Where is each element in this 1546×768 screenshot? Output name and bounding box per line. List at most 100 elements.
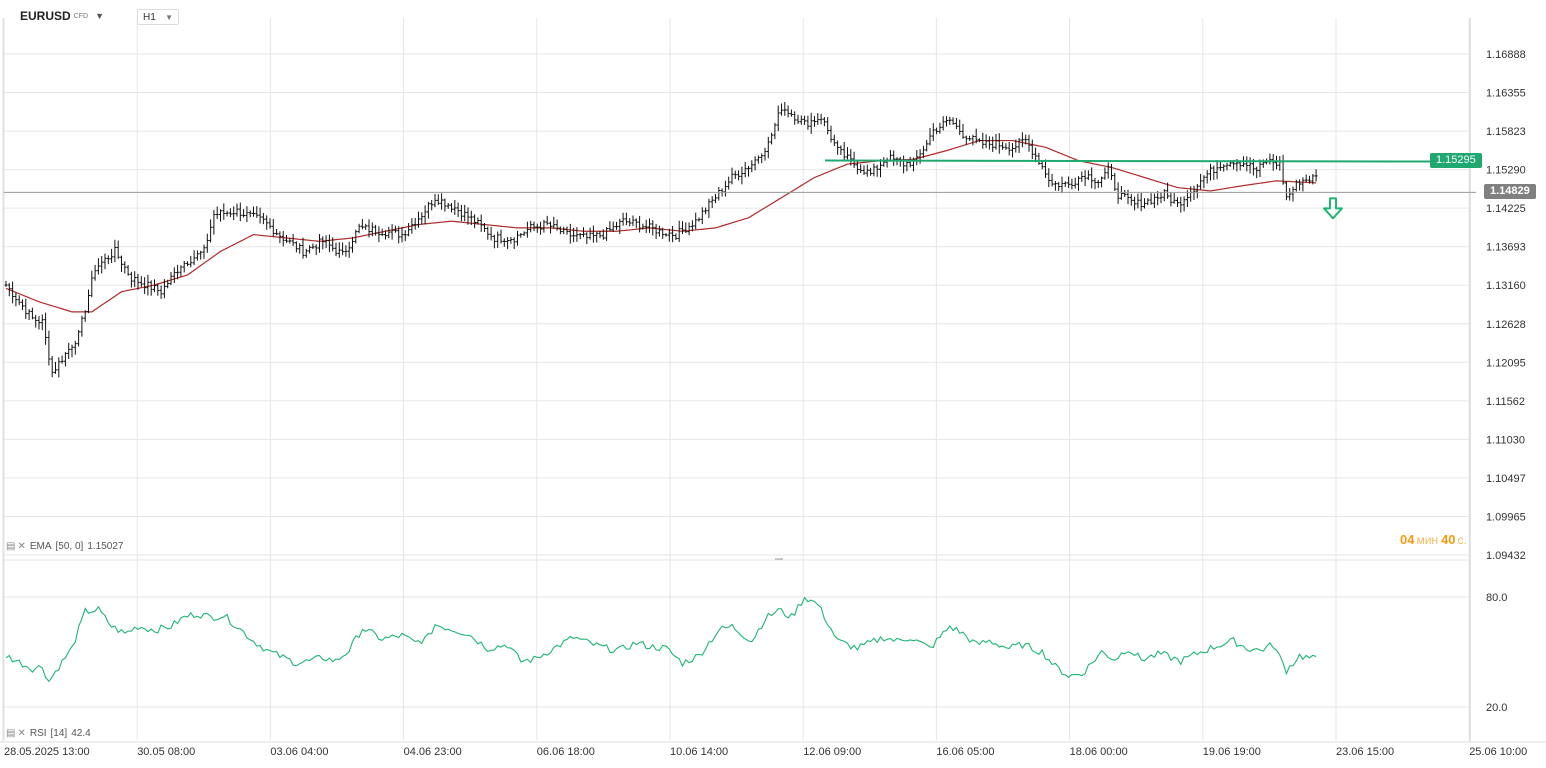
ohlc-bar: [519, 233, 523, 238]
ohlc-bar: [598, 230, 602, 239]
ohlc-bar: [360, 219, 364, 230]
ohlc-bar: [921, 145, 925, 159]
ohlc-bar: [1301, 177, 1305, 192]
ohlc-bar: [275, 228, 279, 236]
horizontal-line-price-tag[interactable]: 1.15295: [1430, 153, 1482, 169]
ohlc-bar: [90, 270, 94, 298]
ohlc-bar: [994, 133, 998, 150]
ohlc-bar: [549, 221, 552, 234]
x-tick-label: 18.06 00:00: [1070, 746, 1128, 758]
ohlc-bar: [100, 256, 104, 274]
ema-name: EMA: [29, 541, 52, 552]
ohlc-bar: [1248, 157, 1252, 174]
ohlc-bar: [126, 265, 130, 276]
ohlc-bar: [410, 218, 414, 234]
ohlc-bar: [872, 163, 876, 177]
ohlc-bar: [265, 215, 269, 230]
ohlc-bar: [136, 273, 140, 290]
ohlc-bar: [11, 281, 15, 304]
symbol-selector[interactable]: EURUSD CFD ▼: [20, 9, 104, 23]
ohlc-bar: [189, 255, 193, 268]
ohlc-bar: [552, 216, 556, 229]
menu-icon[interactable]: ▤: [6, 541, 16, 552]
ohlc-bar: [1011, 143, 1014, 158]
rsi-series: [5, 596, 1317, 683]
ohlc-bar: [34, 314, 38, 328]
ohlc-bar: [380, 228, 384, 236]
close-icon[interactable]: ✕: [17, 728, 26, 739]
close-icon[interactable]: ✕: [17, 541, 26, 552]
ohlc-bar: [27, 309, 31, 321]
ohlc-bar: [331, 237, 335, 252]
ohlc-bar: [978, 138, 981, 143]
ohlc-bar: [215, 206, 219, 219]
y-tick-label: 1.09432: [1486, 550, 1526, 562]
ohlc-bar: [753, 156, 757, 171]
ohlc-bar: [205, 233, 209, 253]
menu-icon[interactable]: ▤: [6, 728, 16, 739]
ohlc-bar: [756, 155, 760, 164]
price-bars: [4, 102, 1318, 378]
ohlc-bar: [829, 125, 833, 143]
ohlc-bar: [984, 134, 988, 149]
y-tick-label: 1.16888: [1486, 49, 1526, 61]
ohlc-bar: [278, 231, 282, 244]
ohlc-bar: [575, 227, 579, 242]
ohlc-bar: [341, 242, 345, 256]
ohlc-bar: [73, 340, 77, 355]
ohlc-bar: [469, 210, 473, 225]
ohlc-bar: [1271, 154, 1275, 171]
x-tick-label: 06.06 18:00: [537, 746, 595, 758]
ohlc-bar: [525, 221, 529, 238]
ohlc-bar: [1077, 176, 1080, 191]
ohlc-bar: [987, 136, 991, 150]
ohlc-bar: [1020, 132, 1024, 148]
ohlc-bar: [489, 227, 493, 241]
ohlc-bar: [24, 298, 28, 320]
ohlc-bar: [1133, 196, 1137, 211]
x-tick-label: 30.05 08:00: [137, 746, 195, 758]
ohlc-bar: [321, 236, 325, 250]
timeframe-selector[interactable]: H1 ▼: [137, 9, 179, 25]
chevron-down-icon: ▼: [165, 12, 173, 22]
ohlc-bar: [1093, 177, 1097, 190]
ohlc-bar: [430, 200, 434, 211]
ohlc-bar: [219, 209, 222, 222]
ohlc-bar: [40, 314, 44, 331]
ohlc-bar: [407, 223, 411, 237]
ohlc-bar: [1238, 160, 1242, 171]
y-tick-label: 1.12095: [1486, 357, 1526, 369]
ohlc-bar: [875, 164, 879, 177]
ohlc-bar: [21, 299, 24, 311]
ohlc-bar: [483, 222, 486, 232]
ohlc-bar: [120, 255, 123, 272]
ohlc-bar: [1156, 191, 1160, 206]
x-tick-label: 12.06 09:00: [803, 746, 861, 758]
ohlc-bar: [327, 234, 331, 253]
ohlc-bar: [786, 105, 790, 118]
ohlc-bar: [1053, 181, 1057, 191]
ohlc-bar: [1255, 166, 1259, 179]
ohlc-bar: [159, 285, 163, 299]
countdown-minutes: 04: [1400, 532, 1415, 547]
ohlc-bar: [865, 164, 869, 177]
ohlc-bar: [928, 128, 932, 146]
ohlc-bar: [601, 229, 605, 240]
ohlc-bar: [417, 211, 420, 228]
ohlc-bar: [446, 203, 450, 209]
chevron-down-icon: ▼: [95, 11, 104, 21]
ohlc-bar: [7, 283, 11, 297]
ohlc-bar: [1063, 181, 1067, 187]
ohlc-bar: [608, 221, 612, 232]
ohlc-bar: [479, 214, 483, 232]
ohlc-bar: [803, 115, 807, 125]
ohlc-bar: [248, 210, 252, 218]
ohlc-bar: [235, 203, 239, 217]
ohlc-bar: [50, 356, 54, 378]
ohlc-bar: [1070, 178, 1074, 190]
rsi-params: [14]: [50, 728, 68, 739]
ohlc-bar: [509, 236, 513, 244]
ohlc-bar: [1192, 185, 1196, 201]
price-axis: 1.16888 1.16355 1.15823 1.15290 1.14225 1.136…: [1486, 49, 1526, 714]
